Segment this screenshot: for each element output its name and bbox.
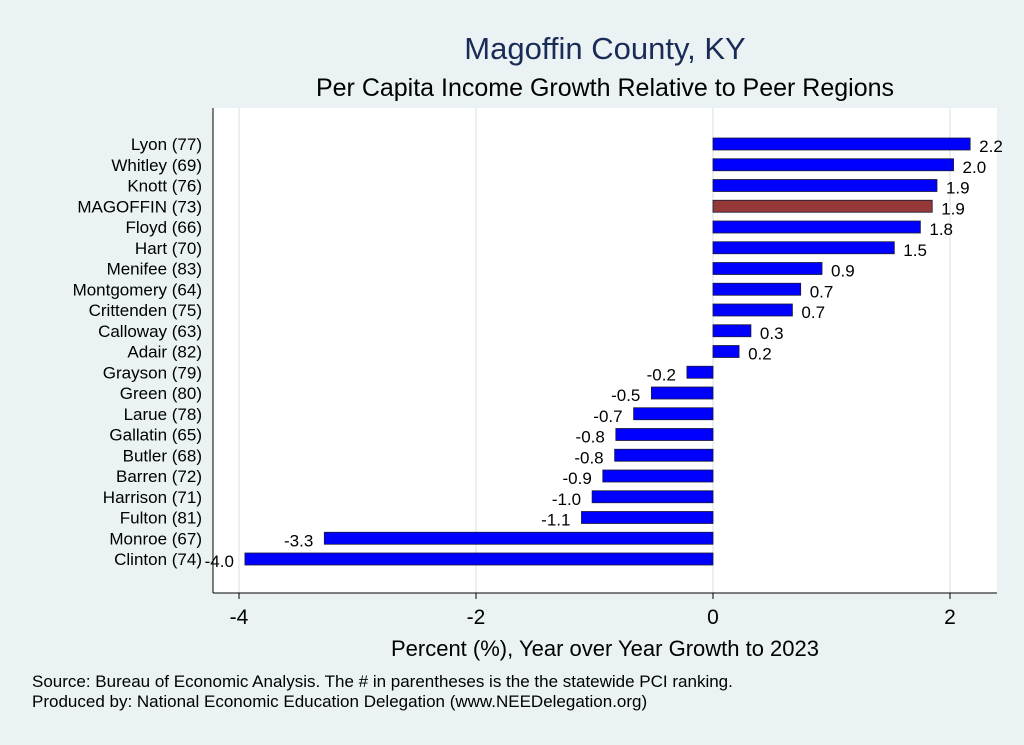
value-label: -1.0 bbox=[552, 490, 581, 509]
value-label: -0.9 bbox=[562, 469, 591, 488]
value-label: -4.0 bbox=[205, 552, 234, 571]
bar bbox=[615, 428, 714, 441]
category-label: Gallatin (65) bbox=[109, 426, 202, 445]
category-label: Lyon (77) bbox=[131, 135, 202, 154]
category-label: Larue (78) bbox=[124, 405, 202, 424]
category-label: Knott (76) bbox=[127, 177, 202, 196]
source-note: Source: Bureau of Economic Analysis. The… bbox=[32, 672, 733, 691]
bar bbox=[712, 137, 971, 151]
category-label: Monroe (67) bbox=[109, 529, 202, 548]
bar bbox=[323, 531, 714, 545]
value-label: 0.9 bbox=[831, 262, 855, 281]
bar bbox=[712, 179, 938, 192]
x-axis-title: Percent (%), Year over Year Growth to 20… bbox=[391, 636, 819, 661]
bar bbox=[602, 469, 714, 483]
bar bbox=[712, 282, 802, 296]
value-label: -3.3 bbox=[284, 531, 313, 550]
category-label: Floyd (66) bbox=[125, 218, 202, 237]
bar bbox=[712, 158, 954, 172]
category-label: Green (80) bbox=[120, 384, 202, 403]
value-label: -0.5 bbox=[611, 386, 640, 405]
bar bbox=[712, 303, 793, 317]
value-label: 1.9 bbox=[946, 179, 970, 198]
category-label: Montgomery (64) bbox=[73, 280, 202, 299]
bar bbox=[633, 407, 714, 421]
category-label: Calloway (63) bbox=[98, 322, 202, 341]
bar bbox=[712, 324, 752, 338]
bar bbox=[712, 345, 740, 358]
value-label: 0.7 bbox=[810, 282, 834, 301]
category-label: Barren (72) bbox=[116, 467, 202, 486]
bar bbox=[712, 220, 921, 234]
value-label: -0.8 bbox=[576, 428, 605, 447]
bar bbox=[591, 490, 714, 504]
bar bbox=[712, 241, 895, 255]
bar bbox=[686, 365, 714, 379]
category-label: Whitley (69) bbox=[111, 156, 202, 175]
value-label: -0.2 bbox=[647, 365, 676, 384]
chart-subtitle: Per Capita Income Growth Relative to Pee… bbox=[316, 74, 894, 102]
x-tick-label: 2 bbox=[944, 606, 956, 629]
value-label: -0.8 bbox=[574, 448, 603, 467]
category-label: Adair (82) bbox=[127, 343, 202, 362]
bar bbox=[581, 511, 714, 524]
x-tick-label: -2 bbox=[467, 606, 486, 629]
x-tick-label: 0 bbox=[707, 606, 719, 629]
chart-title: Magoffin County, KY bbox=[464, 31, 745, 66]
category-label: Grayson (79) bbox=[103, 363, 202, 382]
producer-note: Produced by: National Economic Education… bbox=[32, 692, 648, 711]
value-label: 1.9 bbox=[941, 199, 965, 218]
value-label: 0.3 bbox=[760, 324, 784, 343]
category-label: MAGOFFIN (73) bbox=[77, 197, 202, 216]
category-label: Butler (68) bbox=[123, 446, 202, 465]
value-label: -0.7 bbox=[593, 407, 622, 426]
category-label: Fulton (81) bbox=[120, 509, 202, 528]
category-label: Menifee (83) bbox=[107, 260, 202, 279]
value-label: 0.7 bbox=[801, 303, 825, 322]
bar bbox=[650, 386, 714, 400]
value-label: 1.8 bbox=[929, 220, 953, 239]
category-label: Hart (70) bbox=[135, 239, 202, 258]
category-label: Crittenden (75) bbox=[89, 301, 202, 320]
category-label: Harrison (71) bbox=[103, 488, 202, 507]
value-label: 2.2 bbox=[979, 137, 1003, 156]
value-label: 2.0 bbox=[963, 158, 987, 177]
bar bbox=[712, 199, 933, 213]
value-label: 0.2 bbox=[748, 345, 772, 364]
bar bbox=[244, 552, 714, 566]
value-label: -1.1 bbox=[541, 511, 570, 530]
x-tick-label: -4 bbox=[230, 606, 249, 629]
value-label: 1.5 bbox=[903, 241, 927, 260]
bar bbox=[614, 448, 714, 462]
category-label: Clinton (74) bbox=[114, 550, 202, 569]
bar bbox=[712, 262, 823, 275]
